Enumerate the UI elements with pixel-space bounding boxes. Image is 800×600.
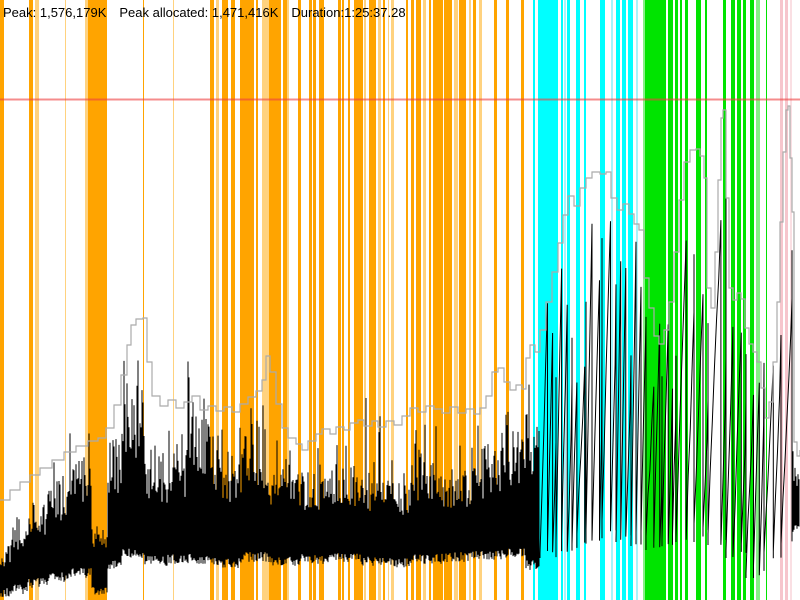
event-stripe-orange — [383, 0, 385, 600]
event-stripe-green — [680, 0, 682, 600]
event-stripe-orange_light — [469, 0, 471, 600]
allocated-peak-line — [0, 105, 800, 501]
event-stripe-orange_light — [35, 0, 39, 600]
event-stripe-orange — [143, 0, 144, 600]
stats-header: Peak: 1,576,179K Peak allocated: 1,471,4… — [3, 5, 406, 20]
event-stripe-orange_light — [173, 0, 174, 600]
event-stripe-green_light — [643, 0, 645, 600]
event-stripe-orange — [29, 0, 33, 600]
event-stripe-cyan — [584, 0, 586, 600]
event-stripe-orange — [521, 0, 524, 600]
event-stripe-orange — [298, 0, 301, 600]
event-stripe-cyan — [576, 0, 580, 600]
event-stripe-green — [723, 0, 726, 600]
event-stripe-green — [750, 0, 754, 600]
event-stripe-orange — [506, 0, 509, 600]
event-stripe-cyan — [533, 0, 535, 600]
event-stripe-orange — [429, 0, 431, 600]
event-stripe-green — [675, 0, 678, 600]
event-stripe-pink — [785, 0, 788, 600]
event-stripe-green_light — [756, 0, 760, 600]
event-stripe-orange — [88, 0, 107, 600]
event-stripe-orange_light — [287, 0, 289, 600]
event-stripe-orange — [269, 0, 281, 600]
event-stripe-orange — [231, 0, 235, 600]
event-stripe-orange — [406, 0, 408, 600]
event-stripe-pink_light — [790, 0, 792, 600]
event-stripe-orange_light — [423, 0, 426, 600]
event-stripe-orange_light — [479, 0, 482, 600]
event-stripe-cyan_light — [611, 0, 613, 600]
event-stripe-green — [696, 0, 701, 600]
event-stripe-orange_light — [378, 0, 381, 600]
event-stripe-orange — [416, 0, 421, 600]
event-stripe-orange — [444, 0, 452, 600]
event-stripe-orange — [411, 0, 414, 600]
event-stripe-orange — [354, 0, 363, 600]
event-stripe-orange_light — [85, 0, 88, 600]
event-stripe-orange — [210, 0, 214, 600]
event-stripe-orange — [319, 0, 324, 600]
event-stripe-orange — [433, 0, 443, 600]
event-stripe-orange — [222, 0, 228, 600]
duration-stat: Duration:1:25:37.28 — [291, 5, 406, 20]
event-stripe-orange — [0, 0, 4, 600]
event-stripe-cyan — [567, 0, 570, 600]
event-stripe-orange — [348, 0, 350, 600]
event-stripe-orange_light — [262, 0, 270, 600]
event-stripe-orange — [342, 0, 344, 600]
event-stripe-green — [668, 0, 673, 600]
event-stripe-cyan — [628, 0, 633, 600]
event-stripe-cyan — [622, 0, 626, 600]
peak-allocated-stat: Peak allocated: 1,471,416K — [119, 5, 279, 20]
event-stripe-orange — [256, 0, 258, 600]
event-stripe-orange — [309, 0, 312, 600]
event-stripe-orange_light — [388, 0, 389, 600]
event-stripe-orange_light — [216, 0, 219, 600]
event-stripe-orange_light — [391, 0, 394, 600]
memory-used-series — [0, 162, 800, 597]
event-stripe-orange — [473, 0, 476, 600]
peak-stat: Peak: 1,576,179K — [3, 5, 107, 20]
event-stripe-cyan_light — [564, 0, 566, 600]
event-stripe-green — [766, 0, 767, 600]
event-stripe-green — [737, 0, 741, 600]
event-stripe-orange — [494, 0, 497, 600]
event-stripe-orange_light — [454, 0, 458, 600]
event-stripe-green — [705, 0, 707, 600]
event-stripe-orange — [369, 0, 376, 600]
event-stripe-orange_light — [364, 0, 366, 600]
event-stripe-orange — [313, 0, 316, 600]
event-stripe-orange — [283, 0, 287, 600]
event-stripe-orange — [338, 0, 341, 600]
event-stripe-orange_light — [65, 0, 66, 600]
event-stripe-orange — [459, 0, 466, 600]
event-stripe-cyan — [616, 0, 620, 600]
event-stripe-cyan_light — [636, 0, 638, 600]
event-stripe-pink — [780, 0, 783, 600]
